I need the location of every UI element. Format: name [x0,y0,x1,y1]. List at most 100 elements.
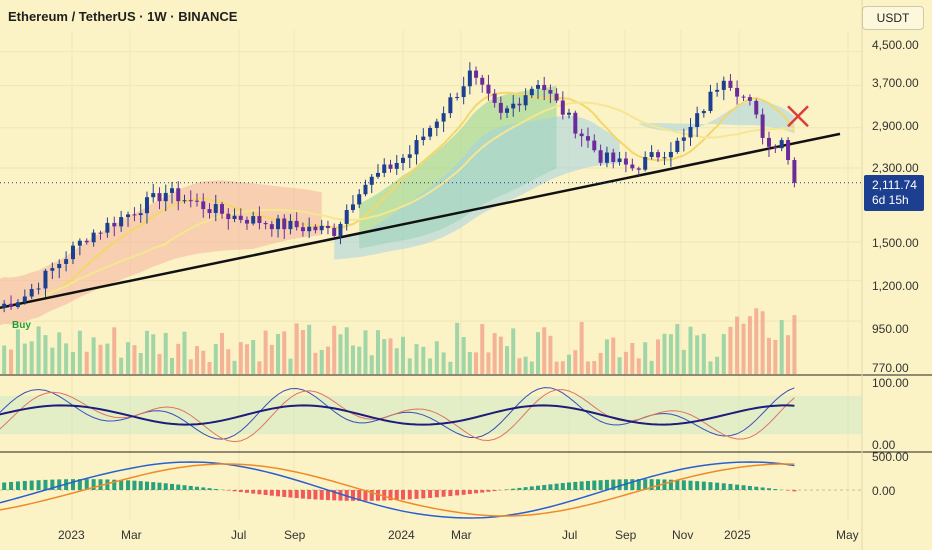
y-tick-label: 1,200.00 [872,279,919,293]
volume-bar [754,308,759,374]
macd-signal-line [0,463,795,517]
volume-bar [536,332,541,374]
macd-histogram-bar [681,480,686,490]
candle-body [792,160,797,183]
macd-histogram-bar [269,490,274,496]
macd-histogram-bar [288,490,293,498]
macd-histogram-bar [721,483,726,490]
candle-body [636,168,641,170]
candle-body [715,89,720,92]
macd-histogram-bar [112,479,117,490]
macd-histogram-bar [643,479,648,490]
macd-histogram-bar [15,481,20,490]
macd-histogram-bar [529,486,534,490]
stoch-band [0,395,862,435]
macd-histogram-bar [244,490,249,493]
candle-body [251,216,256,224]
volume-bar [357,346,362,374]
volume-bar [741,323,746,374]
volume-bar [656,339,661,374]
candle-body [201,201,206,210]
macd-histogram-bar [467,490,472,495]
volume-bar [375,330,380,374]
macd-histogram-bar [461,490,466,495]
volume-bar [332,325,337,374]
volume-bar [382,339,387,374]
candle-body [448,97,453,114]
macd-histogram-bar [257,490,262,495]
volume-bar [554,361,559,374]
volume-bar [480,324,485,374]
candle-body [754,100,759,115]
macd-histogram-bar [282,490,287,497]
candle-body [592,140,597,151]
candle-body [517,103,522,106]
candle-body [701,110,706,114]
macd-histogram-bar [421,490,426,499]
volume-bar [505,346,510,374]
candle-body [779,140,784,149]
x-tick-label: 2024 [388,528,415,542]
macd-histogram-bar [448,490,453,497]
macd-histogram-bar [592,480,597,490]
candle-body [207,209,212,213]
rsi-line [0,404,795,426]
candle-body [77,240,82,246]
macd-histogram-bar [675,479,680,490]
macd-histogram-bar [668,479,673,490]
macd-histogram-bar [29,480,34,490]
volume-bar [548,335,553,374]
macd-histogram-bar [573,481,578,490]
macd-histogram-bar [382,490,387,501]
volume-bar [461,337,466,374]
candle-body [474,70,479,78]
candle-body [480,77,485,85]
macd-histogram-bar [760,487,765,490]
candle-body [662,157,667,159]
candle-body [144,197,149,214]
candle-body [50,268,55,271]
volume-bar [57,332,62,374]
macd-histogram-bar [126,480,131,490]
volume-bar [735,316,740,374]
volume-bar [511,328,516,374]
volume-bar [232,360,237,374]
macd-histogram-bar [708,482,713,490]
macd-histogram-bar [276,490,281,497]
macd-histogram-bar [554,483,559,490]
macd-histogram-bar [338,490,343,501]
volume-bar [207,361,212,374]
macd-histogram-bar [188,485,193,490]
macd-histogram-bar [251,490,256,494]
candle-body [313,226,318,231]
macd-histogram-bar [741,485,746,490]
candle-body [394,162,399,169]
macd-histogram-bar [207,488,212,490]
y-tick-label: 2,900.00 [872,119,919,133]
volume-bar [486,352,491,374]
candle-body [735,87,740,97]
candle-body [119,217,124,227]
x-tick-label: Nov [672,528,694,542]
volume-bar [98,344,103,374]
volume-bar [675,324,680,374]
volume-bar [325,346,330,374]
volume-bar [492,333,497,374]
volume-bar [132,345,137,374]
candle-body [332,228,337,236]
last-price-tag: 2,111.74 6d 15h [864,175,924,211]
volume-bar [428,358,433,374]
macd-histogram-bar [560,483,565,490]
macd-histogram-bar [43,479,48,490]
candle-body [195,200,200,202]
macd-histogram-bar [523,487,528,490]
volume-bar [498,336,503,374]
volume-bar [523,356,528,374]
macd-histogram-bar [455,490,460,496]
currency-button[interactable]: USDT [862,6,924,30]
macd-histogram-bar [201,487,206,490]
candle-body [357,194,362,205]
macd-histogram-bar [332,490,337,501]
candle-body [708,91,713,111]
